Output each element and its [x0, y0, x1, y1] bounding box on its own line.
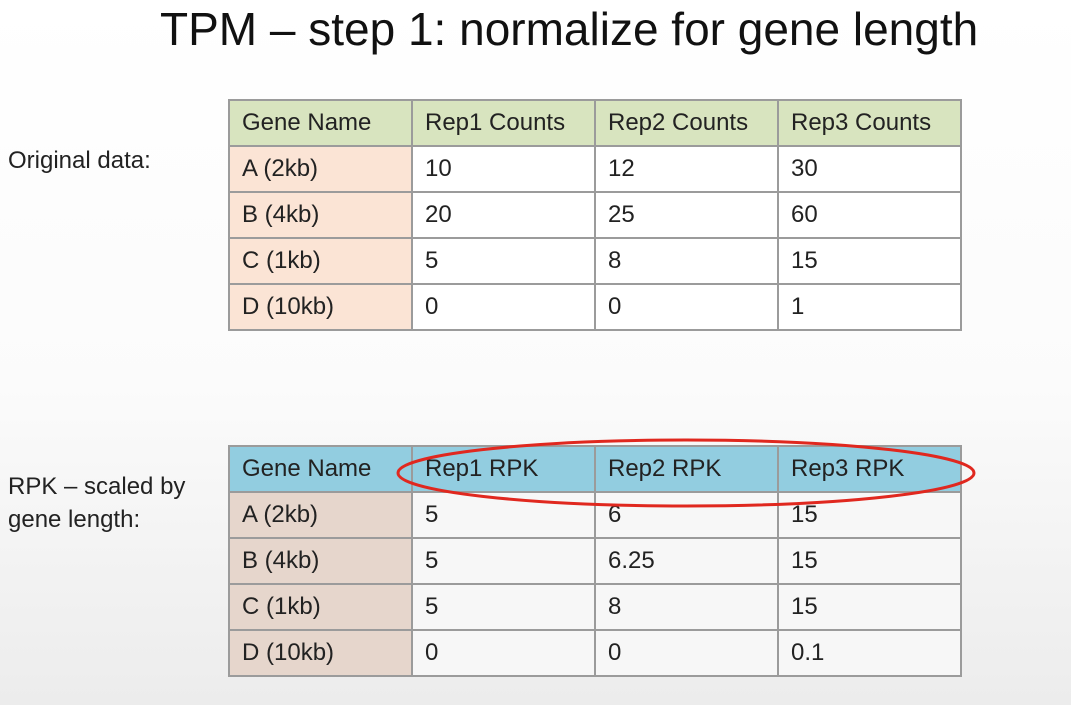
rpk-cell: 5: [411, 537, 596, 585]
table-row: C (1kb) 5 8 15: [228, 583, 962, 631]
count-cell: 8: [594, 237, 779, 285]
gene-name-cell: A (2kb): [228, 145, 413, 193]
table-header-row: Gene Name Rep1 Counts Rep2 Counts Rep3 C…: [228, 99, 962, 147]
rpk-cell: 15: [777, 491, 962, 539]
count-cell: 10: [411, 145, 596, 193]
count-cell: 0: [411, 283, 596, 331]
rpk-cell: 5: [411, 583, 596, 631]
gene-name-cell: B (4kb): [228, 537, 413, 585]
gene-name-cell: C (1kb): [228, 237, 413, 285]
count-cell: 1: [777, 283, 962, 331]
count-cell: 60: [777, 191, 962, 239]
column-header: Rep2 Counts: [594, 99, 779, 147]
table-row: D (10kb) 0 0 0.1: [228, 629, 962, 677]
slide-title: TPM – step 1: normalize for gene length: [160, 3, 979, 55]
count-cell: 30: [777, 145, 962, 193]
gene-name-cell: D (10kb): [228, 629, 413, 677]
column-header: Gene Name: [228, 99, 413, 147]
column-header: Rep3 RPK: [777, 445, 962, 493]
table-row: B (4kb) 5 6.25 15: [228, 537, 962, 585]
original-counts-table: Gene Name Rep1 Counts Rep2 Counts Rep3 C…: [228, 99, 962, 331]
gene-name-cell: B (4kb): [228, 191, 413, 239]
column-header: Rep3 Counts: [777, 99, 962, 147]
table-header-row: Gene Name Rep1 RPK Rep2 RPK Rep3 RPK: [228, 445, 962, 493]
count-cell: 15: [777, 237, 962, 285]
table-row: A (2kb) 10 12 30: [228, 145, 962, 193]
gene-name-cell: C (1kb): [228, 583, 413, 631]
count-cell: 12: [594, 145, 779, 193]
count-cell: 5: [411, 237, 596, 285]
count-cell: 25: [594, 191, 779, 239]
rpk-label-line-2: gene length:: [8, 506, 141, 533]
rpk-cell: 0: [594, 629, 779, 677]
table-row: A (2kb) 5 6 15: [228, 491, 962, 539]
rpk-cell: 6.25: [594, 537, 779, 585]
gene-name-cell: D (10kb): [228, 283, 413, 331]
count-cell: 20: [411, 191, 596, 239]
column-header: Rep2 RPK: [594, 445, 779, 493]
count-cell: 0: [594, 283, 779, 331]
table-row: B (4kb) 20 25 60: [228, 191, 962, 239]
rpk-cell: 15: [777, 583, 962, 631]
rpk-cell: 8: [594, 583, 779, 631]
original-data-label: Original data:: [8, 147, 151, 174]
rpk-cell: 0.1: [777, 629, 962, 677]
column-header: Gene Name: [228, 445, 413, 493]
rpk-cell: 15: [777, 537, 962, 585]
rpk-cell: 0: [411, 629, 596, 677]
table-row: D (10kb) 0 0 1: [228, 283, 962, 331]
rpk-table: Gene Name Rep1 RPK Rep2 RPK Rep3 RPK A (…: [228, 445, 962, 677]
column-header: Rep1 Counts: [411, 99, 596, 147]
rpk-cell: 5: [411, 491, 596, 539]
gene-name-cell: A (2kb): [228, 491, 413, 539]
rpk-label-line-1: RPK – scaled by: [8, 473, 186, 500]
rpk-label: RPK – scaled by gene length:: [8, 470, 185, 536]
rpk-cell: 6: [594, 491, 779, 539]
table-row: C (1kb) 5 8 15: [228, 237, 962, 285]
column-header: Rep1 RPK: [411, 445, 596, 493]
